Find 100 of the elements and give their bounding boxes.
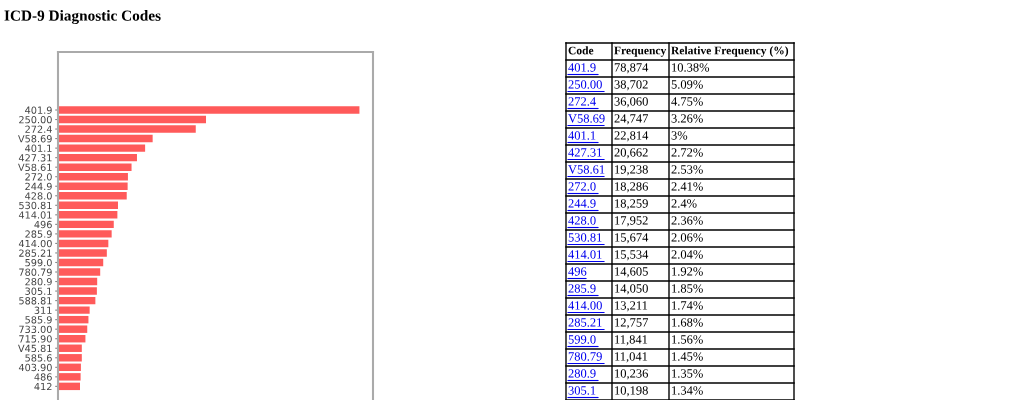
text: 11,041 xyxy=(615,352,648,363)
text: 13,211 xyxy=(615,301,648,312)
text: 1.74% xyxy=(672,301,703,310)
text: 401.9 xyxy=(568,63,596,72)
text: 24,747 xyxy=(614,114,649,125)
text: 414.01 xyxy=(568,250,602,259)
bar xyxy=(58,258,104,267)
y-tick-label: 414.00 xyxy=(18,239,52,248)
y-tick-label: V58.61 xyxy=(18,163,52,172)
text: 599.0 xyxy=(568,335,596,344)
text: 3.26% xyxy=(671,114,703,123)
y-tick-label: V45.81 xyxy=(18,344,52,353)
bar xyxy=(58,106,360,114)
category-label: Frequency xyxy=(614,46,667,57)
text: 272.4 xyxy=(568,97,596,106)
text: 427.31 xyxy=(568,148,602,157)
y-tick-label: 496 xyxy=(34,220,52,229)
bar xyxy=(58,144,146,152)
y-tick-label: 715.90 xyxy=(19,335,52,343)
text: 414.00 xyxy=(568,301,602,310)
y-tick-label: 486 xyxy=(34,373,52,381)
y-tick-label: 414.01 xyxy=(18,211,52,219)
text: 530.81 xyxy=(568,233,602,242)
text: 2.04% xyxy=(671,250,703,259)
text: 1.92% xyxy=(672,267,703,276)
bar xyxy=(58,249,107,257)
y-tick-label: 272.4 xyxy=(25,125,52,133)
bar xyxy=(58,201,118,210)
text: 272.0 xyxy=(568,182,596,191)
text: 10,198 xyxy=(615,386,648,397)
y-tick-label: 285.9 xyxy=(25,230,52,238)
text: 2.4% xyxy=(671,199,697,208)
y-tick-label: 733.00 xyxy=(19,325,52,334)
y-tick-label: 401.9 xyxy=(25,106,52,114)
bar xyxy=(58,296,96,305)
chart-title: ICD-9 Diagnostic Codes xyxy=(4,10,161,24)
text: 2.41% xyxy=(671,182,703,191)
bar xyxy=(58,172,128,181)
bar xyxy=(58,287,97,295)
text: 2.53% xyxy=(671,165,703,174)
text: 36,060 xyxy=(614,97,648,108)
text: 10,236 xyxy=(615,369,648,380)
bar xyxy=(58,153,137,162)
y-tick-label: 585.6 xyxy=(25,354,52,362)
y-tick-label: 250.00 xyxy=(19,116,52,124)
text: 496 xyxy=(568,267,587,276)
bar xyxy=(58,211,118,219)
text: 280.9 xyxy=(568,369,596,378)
text: 3% xyxy=(671,131,688,140)
y-tick-label: 305.1 xyxy=(25,287,52,295)
bar xyxy=(58,220,114,229)
bar xyxy=(58,239,109,248)
bar xyxy=(58,192,127,200)
text: 15,674 xyxy=(615,233,649,244)
text: 1.35% xyxy=(672,369,703,378)
text: 401.1 xyxy=(568,131,596,140)
text: 428.0 xyxy=(568,216,596,225)
bar xyxy=(58,344,82,352)
text: 12,757 xyxy=(615,318,649,329)
y-tick-label: 599.0 xyxy=(25,258,52,267)
bar xyxy=(58,382,80,391)
text: V58.61 xyxy=(568,165,605,174)
text: 1.85% xyxy=(672,284,703,293)
y-tick-label: 585.9 xyxy=(25,316,52,324)
y-tick-label: 285.21 xyxy=(19,249,52,257)
y-tick-label: 588.81 xyxy=(19,297,52,305)
bar xyxy=(58,373,81,381)
text: 1.56% xyxy=(672,335,703,344)
bar xyxy=(58,315,89,324)
bar xyxy=(58,306,90,314)
text: 285.9 xyxy=(568,284,596,293)
bar xyxy=(58,277,98,286)
y-tick-label: 427.31 xyxy=(18,154,52,162)
text: 2.72% xyxy=(671,148,703,157)
text: 780.79 xyxy=(568,352,602,361)
text: 1.45% xyxy=(672,352,703,361)
text: 250.00 xyxy=(568,80,602,89)
text: 305.1 xyxy=(568,386,596,395)
text: V58.69 xyxy=(568,114,605,123)
y-tick-label: 403.90 xyxy=(18,363,52,372)
text: 2.36% xyxy=(671,216,703,225)
text: 22,814 xyxy=(614,131,649,142)
y-tick-label: 311 xyxy=(34,306,52,314)
bar xyxy=(58,125,196,133)
y-tick-label: 428.0 xyxy=(25,192,52,200)
text: 17,952 xyxy=(615,216,648,227)
text: 38,702 xyxy=(614,80,648,91)
y-tick-label: 244.9 xyxy=(25,182,52,191)
text: 4.75% xyxy=(671,97,703,106)
text: 18,286 xyxy=(615,182,648,193)
y-tick-label: 272.0 xyxy=(25,173,52,181)
y-tick-label: 780.79 xyxy=(19,268,52,276)
text: 285.21 xyxy=(568,318,602,327)
text: 1.68% xyxy=(672,318,703,327)
text: 14,605 xyxy=(615,267,648,278)
bar xyxy=(58,354,82,362)
bar xyxy=(58,134,153,143)
y-tick-label: 412 xyxy=(34,382,52,391)
bar xyxy=(58,363,81,372)
y-tick-label: V58.69 xyxy=(18,135,52,143)
